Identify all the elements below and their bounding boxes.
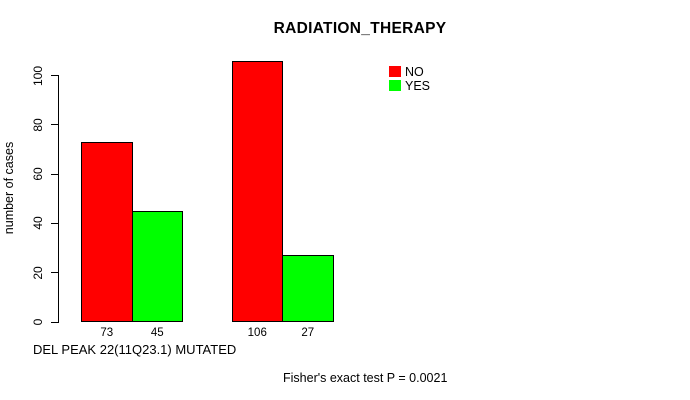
fisher-test-annotation: Fisher's exact test P = 0.0021 xyxy=(283,371,448,385)
bar-value-label: 45 xyxy=(150,327,164,339)
y-tick-label: 40 xyxy=(31,216,45,231)
legend: NO YES xyxy=(389,65,430,93)
bar-yes-group1 xyxy=(131,211,183,322)
y-tick-mark xyxy=(51,75,59,76)
chart-title: RADIATION_THERAPY xyxy=(273,20,447,37)
y-tick-mark xyxy=(51,124,59,126)
y-tick-label: 0 xyxy=(31,318,45,326)
legend-item-no: NO xyxy=(389,64,430,79)
y-tick-label: 80 xyxy=(31,118,45,132)
y-tick-label: 100 xyxy=(31,65,45,86)
x-axis-label: DEL PEAK 22(11Q23.1) MUTATED xyxy=(33,342,237,357)
y-tick-label: 20 xyxy=(31,266,45,280)
y-tick-mark xyxy=(51,173,59,175)
legend-item-yes: YES xyxy=(389,78,431,93)
y-tick-mark xyxy=(51,272,59,274)
bar-value-label: 27 xyxy=(301,327,315,339)
bar-value-label: 106 xyxy=(247,327,267,339)
bar-no-group1 xyxy=(81,142,133,322)
y-tick-label: 60 xyxy=(31,167,45,181)
y-tick-mark xyxy=(51,222,59,224)
legend-swatch-no xyxy=(389,66,401,77)
bar-no-group2 xyxy=(231,60,283,322)
legend-label: NO xyxy=(405,64,424,79)
y-axis-line xyxy=(58,75,59,322)
bar-value-label: 73 xyxy=(100,327,114,339)
legend-swatch-yes xyxy=(389,80,401,91)
bar-yes-group2 xyxy=(282,255,334,322)
y-axis-label: number of cases xyxy=(2,141,16,235)
legend-label: YES xyxy=(405,78,431,93)
y-tick-mark xyxy=(51,321,59,323)
